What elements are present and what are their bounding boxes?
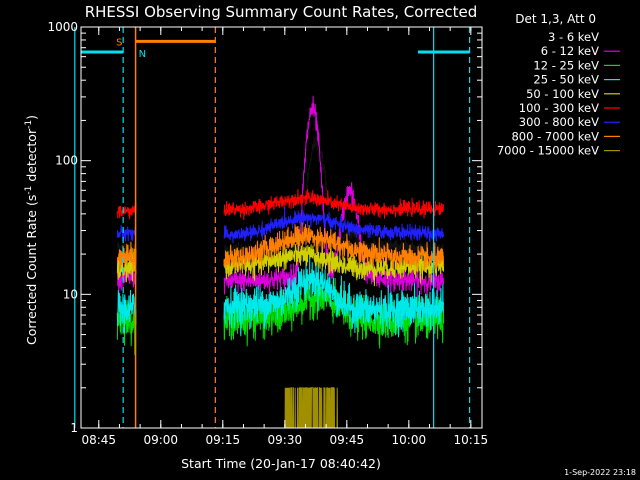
y-axis-label: Corrected Count Rate (s-1 detector-1) — [24, 115, 39, 345]
legend-label: 12 - 25 keV — [533, 58, 599, 72]
y-tick-label: 100 — [55, 154, 78, 168]
y-label-part-3: ) — [24, 115, 39, 120]
series-segment-1 — [223, 222, 445, 272]
series-segment-1 — [223, 189, 445, 221]
x-tick-label: 09:45 — [330, 433, 365, 447]
y-tick-label: 1 — [70, 421, 78, 435]
series-25-50-keV-keV — [116, 252, 445, 338]
x-tick-label: 09:15 — [206, 433, 241, 447]
x-tick-label: 10:15 — [454, 433, 489, 447]
footer-date: 1-Sep-2022 23:18 — [564, 468, 636, 477]
series-800-7000-keV-keV — [116, 222, 445, 272]
y-label-sup-1: -1 — [24, 186, 34, 195]
y-tick-label: 1000 — [47, 20, 78, 34]
x-tick-label: 09:00 — [143, 433, 178, 447]
legend-header: Det 1,3, Att 0 — [515, 12, 596, 26]
legend-label: 50 - 100 keV — [526, 87, 599, 101]
legend-label: 800 - 7000 keV — [511, 129, 599, 143]
series-segment-1 — [223, 234, 445, 287]
legend-label: 100 - 300 keV — [519, 101, 599, 115]
series-100-300-keV-keV — [116, 189, 445, 221]
chart-title: RHESSI Observing Summary Count Rates, Co… — [85, 3, 478, 21]
plot-frame — [80, 26, 483, 429]
y-axis: 1 10 100 1000 — [47, 20, 482, 435]
legend-label: 25 - 50 keV — [533, 73, 599, 87]
series-segment-0 — [116, 248, 137, 283]
series-segment-1 — [223, 252, 445, 338]
series-segment-0 — [116, 290, 137, 334]
saa-marker-label: S — [116, 37, 122, 48]
plot-area — [116, 95, 445, 429]
series-segment-1 — [223, 206, 445, 244]
annotations: SN — [74, 27, 471, 428]
y-label-part-2: detector — [24, 128, 39, 186]
x-axis-label: Start Time (20-Jan-17 08:40:42) — [181, 456, 381, 471]
legend-label: 300 - 800 keV — [519, 115, 599, 129]
x-tick-label: 10:00 — [392, 433, 427, 447]
x-tick-label: 08:45 — [81, 433, 116, 447]
legend-label: 6 - 12 keV — [541, 44, 599, 58]
legend-label: 3 - 6 keV — [548, 30, 599, 44]
series-segment-0 — [116, 241, 137, 271]
legend-label: 7000 - 15000 keV — [497, 144, 599, 158]
y-label-sup-2: -1 — [24, 120, 34, 129]
y-label-part-1: Corrected Count Rate (s — [24, 195, 39, 345]
series-50-100-keV-keV — [116, 234, 445, 287]
x-axis: 08:45 09:00 09:15 09:30 09:45 10:00 10:15 — [81, 27, 488, 447]
series-segment-0 — [116, 201, 137, 220]
series-segment-0 — [116, 224, 137, 242]
x-tick-label: 09:30 — [268, 433, 303, 447]
night-marker-label: N — [139, 49, 146, 60]
series-300-800-keV-keV — [116, 206, 445, 244]
y-tick-label: 10 — [63, 287, 78, 301]
